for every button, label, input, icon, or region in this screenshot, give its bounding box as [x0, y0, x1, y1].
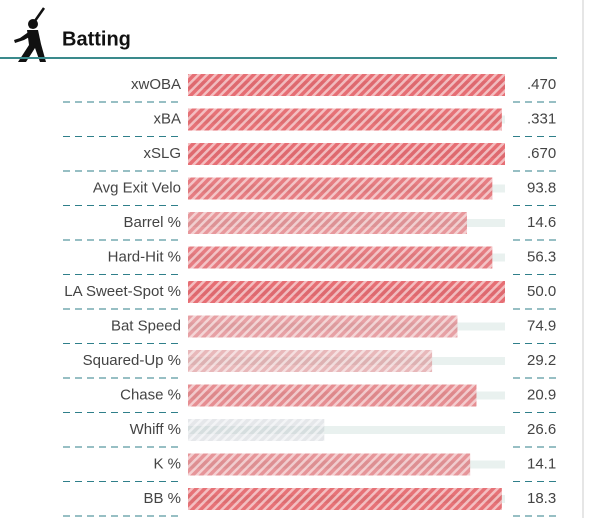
metric-label: K % — [153, 455, 181, 472]
metric-value: 14.6 — [527, 214, 556, 231]
metric-label: xSLG — [143, 145, 181, 162]
metric-label: Chase % — [120, 386, 181, 403]
metric-value: 18.3 — [527, 490, 556, 507]
metric-value: .331 — [527, 110, 556, 127]
metric-value: .470 — [527, 76, 556, 93]
metric-label: BB % — [143, 490, 181, 507]
metric-label: Barrel % — [123, 214, 181, 231]
metric-value: .670 — [527, 145, 556, 162]
percentile-bar-hatch — [188, 384, 477, 407]
metric-label: xBA — [153, 110, 181, 127]
metric-label: Whiff % — [130, 421, 181, 438]
metric-value: 14.1 — [527, 455, 556, 472]
metric-label: Hard-Hit % — [108, 248, 181, 265]
percentile-bar-hatch — [188, 108, 502, 131]
percentile-bar-hatch — [188, 453, 471, 476]
percentile-bar-hatch — [188, 74, 505, 96]
metric-value: 93.8 — [527, 179, 556, 196]
metric-value: 20.9 — [527, 386, 556, 403]
percentile-bar-hatch — [188, 281, 505, 303]
metric-label: Avg Exit Velo — [93, 179, 181, 196]
percentile-bar-hatch — [188, 212, 467, 234]
metric-value: 56.3 — [527, 248, 556, 265]
metric-label: Bat Speed — [111, 317, 181, 334]
metric-label: LA Sweet-Spot % — [64, 283, 181, 300]
batter-icon — [14, 7, 46, 62]
metric-label: Squared-Up % — [83, 352, 181, 369]
section-title: Batting — [62, 28, 131, 50]
metric-value: 29.2 — [527, 352, 556, 369]
metric-value: 50.0 — [527, 283, 556, 300]
percentile-bar-hatch — [188, 488, 502, 510]
metric-value: 26.6 — [527, 421, 556, 438]
percentile-bar-hatch — [188, 143, 505, 165]
bar-track — [188, 426, 505, 434]
metric-label: xwOBA — [131, 76, 181, 93]
percentile-bar-hatch — [188, 350, 433, 372]
percentile-bar-hatch — [188, 315, 458, 338]
metric-value: 74.9 — [527, 317, 556, 334]
percentile-bar-hatch — [188, 177, 493, 200]
percentile-bar-hatch — [188, 246, 493, 269]
percentile-bar-hatch — [188, 419, 325, 441]
